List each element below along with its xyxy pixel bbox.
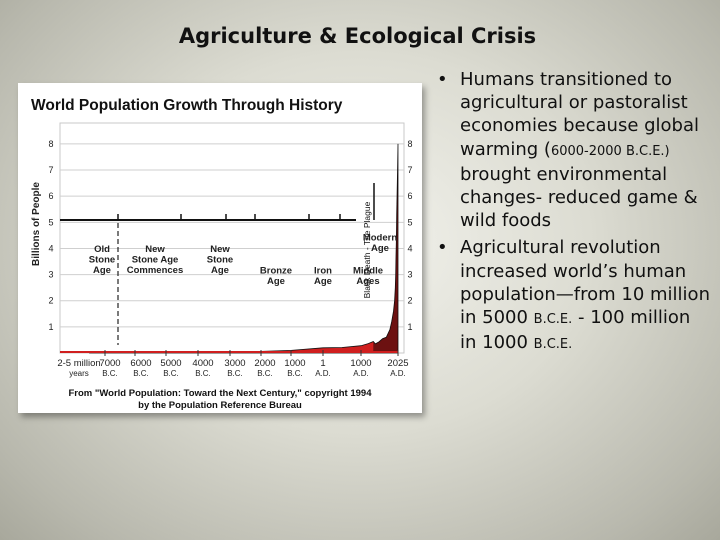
black-death-annotation: Black Death - The Plague <box>362 201 372 298</box>
era-label: Old <box>94 244 110 255</box>
source-line-2: by the Population Reference Bureau <box>138 400 302 411</box>
era-label: Modern <box>363 233 398 244</box>
y-tick-label-left: 3 <box>48 270 53 280</box>
x-tick-label-era: B.C. <box>257 369 273 378</box>
era-label: Stone Age <box>132 255 179 266</box>
era-label: Stone <box>207 255 233 266</box>
y-tick-label-right: 5 <box>407 217 412 227</box>
plot-frame <box>59 122 405 354</box>
era-label: Age <box>267 276 285 287</box>
x-tick-label: 1000 <box>284 358 305 369</box>
bullet-text-date: B.C.E. <box>533 312 573 328</box>
x-tick-label: 7000 <box>99 358 120 369</box>
y-tick-label-left: 6 <box>48 191 53 201</box>
source-line-1: From "World Population: Toward the Next … <box>68 388 372 399</box>
y-tick-label-left: 4 <box>48 243 53 253</box>
bullet-text: Agricultural revolution increased world’… <box>460 237 710 329</box>
era-label: Commences <box>127 265 184 276</box>
x-tick-label-era: B.C. <box>102 369 118 378</box>
y-tick-label-right: 4 <box>407 243 412 253</box>
y-tick-label-left: 7 <box>48 165 53 175</box>
x-tick-label: 6000 <box>130 358 151 369</box>
bullet-text: Humans transitioned to agricultural or p… <box>460 69 700 160</box>
x-tick-label: 3000 <box>224 358 245 369</box>
x-tick-label: 1 <box>320 358 325 369</box>
era-label: Age <box>371 243 389 254</box>
era-label: New <box>145 244 165 255</box>
y-tick-label-right: 1 <box>407 322 412 332</box>
y-tick-label-left: 5 <box>48 217 53 227</box>
x-tick-label-era: B.C. <box>195 369 211 378</box>
y-tick-label-right: 3 <box>407 270 412 280</box>
y-tick-label-right: 2 <box>407 296 412 306</box>
era-label: Bronze <box>260 266 292 277</box>
bullet-list: Humans transitioned to agricultural or p… <box>432 68 712 360</box>
y-tick-label-right: 8 <box>407 139 412 149</box>
x-tick-label-era: A.D. <box>353 369 369 378</box>
era-label: Age <box>211 265 229 276</box>
era-label: Iron <box>314 266 332 277</box>
era-label: New <box>210 244 230 255</box>
bullet-text-date: B.C.E. <box>533 337 573 353</box>
population-chart: World Population Growth Through History … <box>31 97 413 411</box>
bullet-text: - 100 million in 1000 <box>460 307 691 354</box>
x-tick-label-era: B.C. <box>287 369 303 378</box>
x-tick-label: 4000 <box>192 358 213 369</box>
y-axis-label: Billions of People <box>31 182 42 266</box>
bullet-item: Humans transitioned to agricultural or p… <box>432 68 712 232</box>
y-tick-label-left: 2 <box>48 296 53 306</box>
era-label: Ages <box>356 276 379 287</box>
chart-title: World Population Growth Through History <box>31 97 343 114</box>
era-label: Age <box>93 265 111 276</box>
x-tick-label: 2000 <box>254 358 275 369</box>
x-tick-label-era: B.C. <box>227 369 243 378</box>
x-tick-label: 2025 <box>387 358 408 369</box>
x-tick-label-era: B.C. <box>133 369 149 378</box>
population-chart-figure: World Population Growth Through History … <box>18 83 422 413</box>
bullet-item: Agricultural revolution increased world’… <box>432 236 712 356</box>
x-tick-label-era: A.D. <box>390 369 406 378</box>
y-tick-label-right: 6 <box>407 191 412 201</box>
era-label: Stone <box>89 255 115 266</box>
x-tick-label: 5000 <box>160 358 181 369</box>
bullet-text: brought environmental changes- reduced g… <box>460 163 698 232</box>
era-label: Middle <box>353 266 383 277</box>
x-tick-label: 2-5 million <box>57 358 100 369</box>
population-area-shadow <box>373 143 398 353</box>
x-tick-label-era: years <box>69 369 89 378</box>
slide-title: Agriculture & Ecological Crisis <box>178 24 537 48</box>
bullet-text-date: 6000-2000 B.C.E.) <box>550 143 670 159</box>
x-tick-label-era: B.C. <box>163 369 179 378</box>
era-label: Age <box>314 276 332 287</box>
y-tick-label-left: 1 <box>48 322 53 332</box>
x-tick-label-era: A.D. <box>315 369 331 378</box>
y-tick-label-right: 7 <box>407 165 412 175</box>
x-tick-label: 1000 <box>350 358 371 369</box>
y-tick-label-left: 8 <box>48 139 53 149</box>
